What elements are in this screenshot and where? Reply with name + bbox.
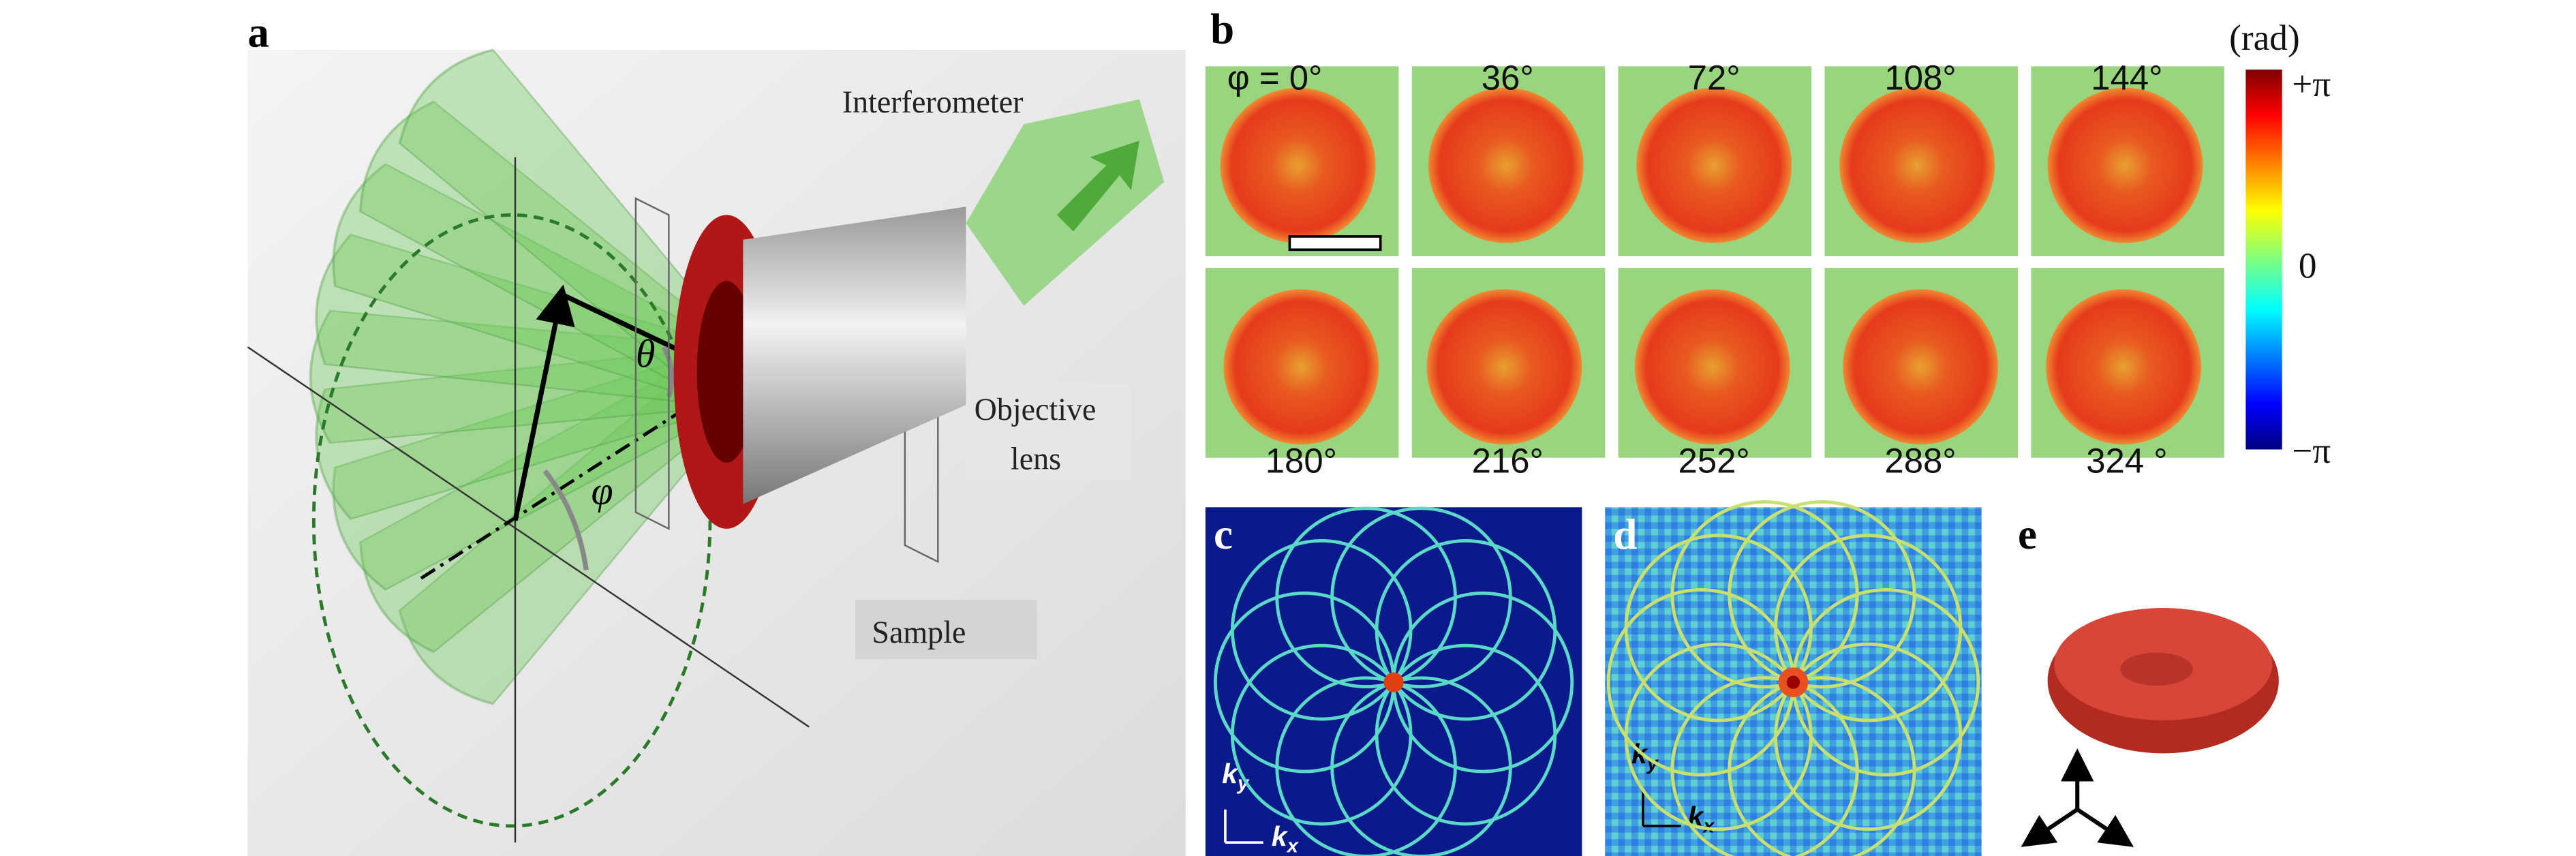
panel-d: d ky kx [1605,500,1982,856]
beam-cones [309,48,750,705]
beam-cone [332,348,740,591]
beam-cone [309,309,729,444]
k-center-core [1786,675,1800,689]
angle-label: 72° [1688,58,1741,97]
phase-cell [1220,87,1376,243]
panel-e: e [2018,510,2279,847]
k-center [1383,672,1404,692]
k-space-circle [1774,534,1963,722]
scale-bar [1288,235,1382,251]
phase-cell [1223,289,1379,445]
colorbar-unit: (rad) [2229,18,2300,58]
angle-label: φ = 0° [1227,58,1323,97]
colorbar [2245,70,2282,450]
angle-label: 216° [1472,441,1544,480]
angle-label: 36° [1482,58,1534,97]
angle-label: 108° [1884,58,1956,97]
annotation: Interferometer [842,85,1024,119]
k-space-circle [1275,506,1457,688]
colorbar-tick-label: 0 [2299,245,2317,286]
panel-a: a θ φ Interferometer Objective lens Samp… [247,8,1186,856]
beam-vector [512,284,575,521]
beam-cone [398,48,750,399]
k-subscript: x [1702,816,1715,838]
k-subscript: x [1286,836,1300,856]
beam-cone [332,163,740,406]
phi-symbol: φ [591,468,613,513]
theta-arc [661,346,675,398]
beam-cone [358,350,745,654]
k-space-circle [1624,534,1813,722]
k-axes [1642,789,1681,827]
phase-cell [1839,87,1995,243]
label-box [855,600,1037,660]
beam-cone [398,354,750,705]
phase-cell [1634,289,1790,445]
axis-arrow [2076,808,2134,847]
objective-lens [696,281,756,463]
phi-arc [542,469,589,570]
phase-cell [1636,87,1792,243]
annotation: Objective [975,392,1097,427]
panel-label: b [1210,5,1234,52]
phase-cell [2046,289,2201,445]
label-box [966,383,1131,480]
k-space-circle [1375,538,1557,721]
phase-cell [2047,87,2203,243]
panel-b: b (rad) +π 0 −π φ = 0° 36° 72° 108° 144° 180°… [1205,5,2331,480]
annotation: lens [1011,442,1061,476]
objective-body [743,207,966,504]
k-axes [1224,809,1263,844]
angle-label: 324 ° [2086,441,2167,480]
beam-cone [358,100,745,403]
cell-dimple [2120,652,2193,686]
phase-cell [1428,87,1584,243]
angle-label: 180° [1266,441,1337,480]
k-space-circle [1230,538,1413,721]
output-arrow [1056,140,1139,232]
phase-cell [1426,289,1582,445]
panel-label: e [2018,510,2037,558]
k-space-circle [1728,500,1916,689]
sample-plate [634,197,670,530]
angle-label: 144° [2091,58,2162,97]
angle-label: 288° [1884,441,1956,480]
colorbar-tick-label: −π [2292,431,2331,471]
beam-cone [315,233,734,408]
colorbar-tick-label: +π [2292,64,2331,104]
axis-arrow [2021,808,2079,847]
panel-c: c k y kx [1205,506,1582,856]
k-symbol: k [1272,821,1289,852]
annotation: Sample [872,615,966,649]
panel-label: d [1613,510,1637,558]
panel-label: a [247,8,269,56]
theta-symbol: θ [636,331,656,376]
k-space-circle [1670,500,1859,689]
k-subscript: y [1236,773,1250,795]
k-space-circle [1330,506,1512,688]
phase-cell [1843,289,1998,445]
angle-label: 252° [1678,441,1750,480]
axis-line [247,346,810,728]
k-label: kx [1272,821,1300,856]
panel-label: c [1214,510,1233,558]
